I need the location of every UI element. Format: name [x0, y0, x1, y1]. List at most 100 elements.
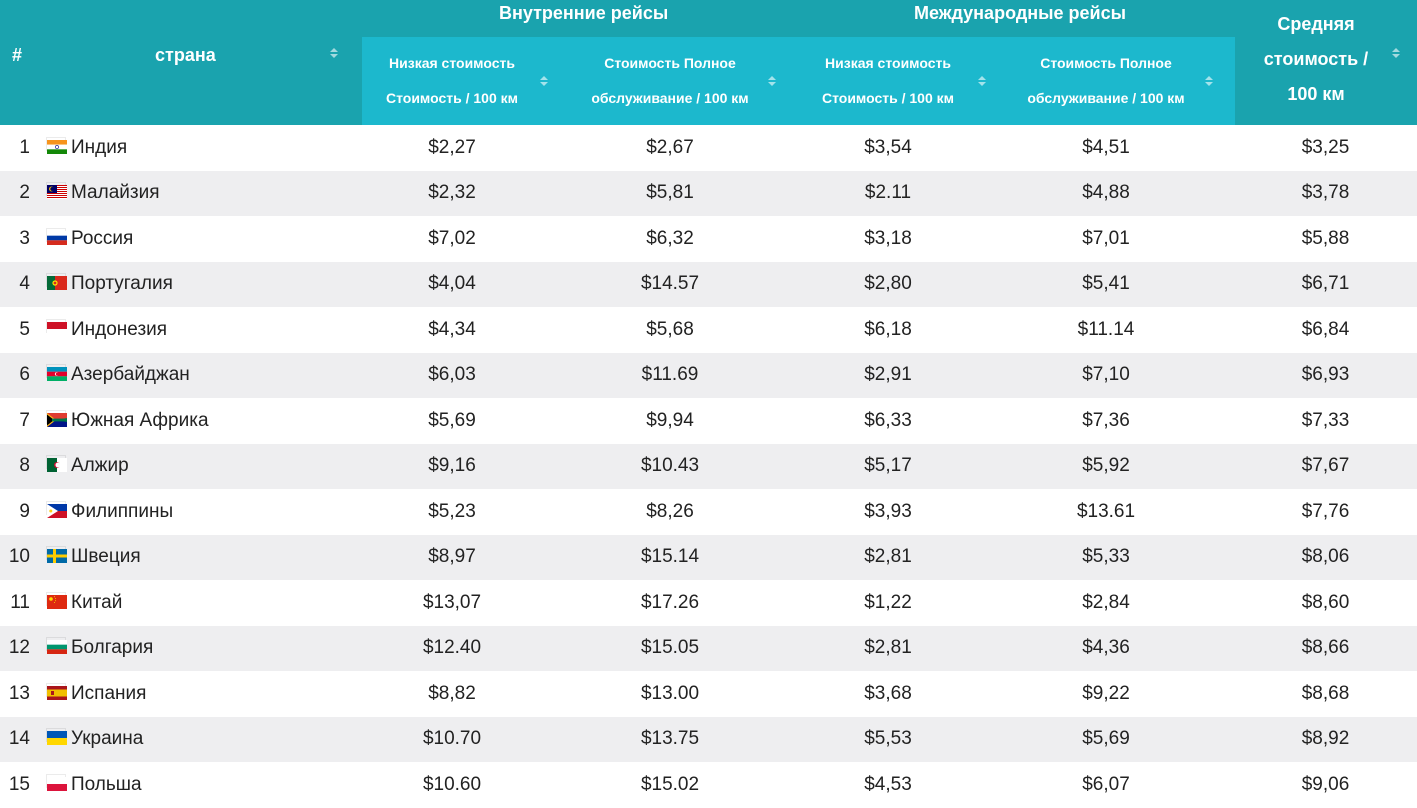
domestic-low-cost-sort-icon[interactable] [540, 76, 549, 86]
country-name: Испания [71, 682, 147, 704]
international-full-service-sort-icon[interactable] [1205, 76, 1214, 86]
international-full-service-cell: $2,84 [1082, 591, 1130, 613]
country-cell: Алжир [36, 443, 362, 489]
table-row[interactable]: 10 Швеция $8,97 $15.14 $2,81 $5,33 $8,06 [0, 534, 1417, 580]
south-africa-flag-icon [46, 409, 67, 427]
domestic-low-cost-cell: $2,27 [428, 136, 476, 158]
domestic-low-cost-cell: $10.60 [422, 773, 482, 795]
table-row[interactable]: 8 Алжир $9,16 $10.43 $5,17 $5,92 $7,67 [0, 443, 1417, 489]
domestic-full-service-cell: $15.02 [640, 773, 700, 795]
domestic-low-cost-cell: $10.70 [362, 716, 542, 762]
international-low-cost-label-line1: Низкая стоимость [825, 55, 951, 71]
international-low-cost-cell: $3,93 [864, 500, 912, 522]
domestic-low-cost-cell: $13,07 [422, 591, 482, 613]
domestic-low-cost-cell: $5,69 [428, 409, 476, 431]
bulgaria-flag-icon [46, 637, 67, 655]
international-low-cost-cell: $2,80 [798, 261, 978, 307]
international-full-service-label-line2: обслуживание / 100 км [1027, 90, 1185, 106]
average-cost-cell: $6,84 [1301, 318, 1350, 340]
rank-cell: 15 [8, 773, 30, 795]
table-body: 1 Индия $2,27 $2,67 $3,54 $4,51 $3,25 2 Малайзия… [0, 125, 1417, 808]
domestic-low-cost-cell: $6,03 [362, 352, 542, 398]
rank-cell: 13 [8, 682, 30, 704]
country-sort-icon[interactable] [330, 48, 339, 58]
country-cell: Швеция [36, 534, 362, 580]
international-low-cost-cell: $5,53 [798, 716, 978, 762]
international-low-cost-sort-icon[interactable] [978, 76, 987, 86]
average-cost-label-line2: стоимость / [1263, 49, 1369, 69]
international-low-cost-column-header[interactable]: Низкая стоимость Стоимость / 100 км [798, 46, 978, 116]
country-cell: Польша [36, 762, 362, 808]
domestic-full-service-cell: $6,32 [646, 227, 694, 249]
domestic-low-cost-column-header[interactable]: Низкая стоимость Стоимость / 100 км [362, 46, 542, 116]
domestic-full-service-column-header[interactable]: Стоимость Полное обслуживание / 100 км [575, 46, 765, 116]
domestic-low-cost-cell: $7,02 [428, 227, 476, 249]
international-low-cost-cell: $6,33 [864, 409, 912, 431]
rank-cell: 5 [19, 318, 30, 340]
domestic-low-cost-cell: $4,04 [362, 261, 542, 307]
international-full-service-cell: $7,36 [1082, 409, 1130, 431]
average-cost-label-line1: Средняя [1277, 14, 1355, 34]
international-low-cost-cell: $4,53 [864, 773, 912, 795]
international-full-service-label-line1: Стоимость Полное [1040, 55, 1172, 71]
average-cost-sort-icon[interactable] [1392, 48, 1401, 58]
average-cost-column-header[interactable]: Средняя стоимость / 100 км [1236, 7, 1396, 112]
table-row[interactable]: 7 Южная Африка $5,69 $9,94 $6,33 $7,36 $7,33 [0, 398, 1417, 444]
poland-flag-icon [46, 773, 67, 791]
table-row[interactable]: 6 Азербайджан $6,03 $11.69 $2,91 $7,10 $6,93 [0, 352, 1417, 398]
domestic-full-service-cell: $17.26 [640, 591, 700, 613]
international-full-service-cell: $4,36 [978, 625, 1234, 671]
table-row[interactable]: 4 Португалия $4,04 $14.57 $2,80 $5,41 $6,71 [0, 261, 1417, 307]
country-cell: Португалия [36, 261, 362, 307]
russia-flag-icon [46, 227, 67, 245]
domestic-full-service-cell: $13.75 [542, 716, 798, 762]
average-cost-cell: $8,06 [1234, 534, 1417, 580]
table-row[interactable]: 11 Китай $13,07 $17.26 $1,22 $2,84 $8,60 [0, 580, 1417, 626]
table-row[interactable]: 14 Украина $10.70 $13.75 $5,53 $5,69 $8,92 [0, 716, 1417, 762]
country-cell: Индонезия [36, 307, 362, 353]
international-low-cost-cell: $6,18 [864, 318, 912, 340]
domestic-full-service-sort-icon[interactable] [768, 76, 777, 86]
domestic-low-cost-cell: $8,97 [362, 534, 542, 580]
rank-cell: 12 [0, 625, 36, 671]
rank-column-header[interactable]: # [12, 45, 23, 65]
rank-cell: 9 [19, 500, 30, 522]
average-cost-cell: $7,76 [1301, 500, 1350, 522]
domestic-full-service-cell: $2,67 [646, 136, 694, 158]
domestic-full-service-cell: $13.00 [640, 682, 700, 704]
country-cell: Малайзия [36, 170, 362, 216]
table-row[interactable]: 2 Малайзия $2,32 $5,81 $2.11 $4,88 $3,78 [0, 170, 1417, 216]
international-full-service-cell: $7,01 [1082, 227, 1130, 249]
international-full-service-column-header[interactable]: Стоимость Полное обслуживание / 100 км [1011, 46, 1201, 116]
flight-subheader-band [362, 37, 1235, 125]
table-row[interactable]: 15 Польша $10.60 $15.02 $4,53 $6,07 $9,06 [0, 762, 1417, 808]
table-row[interactable]: 1 Индия $2,27 $2,67 $3,54 $4,51 $3,25 [0, 125, 1417, 171]
country-cell: Южная Африка [36, 398, 362, 444]
sweden-flag-icon [46, 546, 67, 564]
country-cell: Азербайджан [36, 352, 362, 398]
international-low-cost-cell: $3,54 [864, 136, 912, 158]
domestic-low-cost-label-line2: Стоимость / 100 км [385, 90, 518, 106]
table-row[interactable]: 5 Индонезия $4,34 $5,68 $6,18 $11.14 $6,84 [0, 307, 1417, 353]
country-name: Алжир [71, 455, 129, 477]
domestic-low-cost-cell: $9,16 [362, 443, 542, 489]
international-full-service-cell: $4,51 [1082, 136, 1130, 158]
international-full-service-cell: $9,22 [1082, 682, 1130, 704]
country-cell: Россия [36, 216, 362, 262]
international-full-service-cell: $5,33 [978, 534, 1234, 580]
country-name: Южная Африка [71, 409, 209, 431]
rank-cell: 10 [0, 534, 36, 580]
table-row[interactable]: 3 Россия $7,02 $6,32 $3,18 $7,01 $5,88 [0, 216, 1417, 262]
country-name: Украина [71, 728, 144, 750]
international-full-service-cell: $4,88 [978, 170, 1234, 216]
country-name: Азербайджан [71, 364, 190, 386]
domestic-low-cost-cell: $5,23 [428, 500, 476, 522]
country-column-header[interactable]: страна [155, 45, 216, 65]
table-row[interactable]: 9 Филиппины $5,23 $8,26 $3,93 $13.61 $7,76 [0, 489, 1417, 535]
domestic-full-service-cell: $5,68 [646, 318, 694, 340]
table-row[interactable]: 13 Испания $8,82 $13.00 $3,68 $9,22 $8,68 [0, 671, 1417, 717]
rank-cell: 14 [0, 716, 36, 762]
domestic-low-cost-cell: $12.40 [362, 625, 542, 671]
domestic-full-service-cell: $15.14 [542, 534, 798, 580]
table-row[interactable]: 12 Болгария $12.40 $15.05 $2,81 $4,36 $8,66 [0, 625, 1417, 671]
